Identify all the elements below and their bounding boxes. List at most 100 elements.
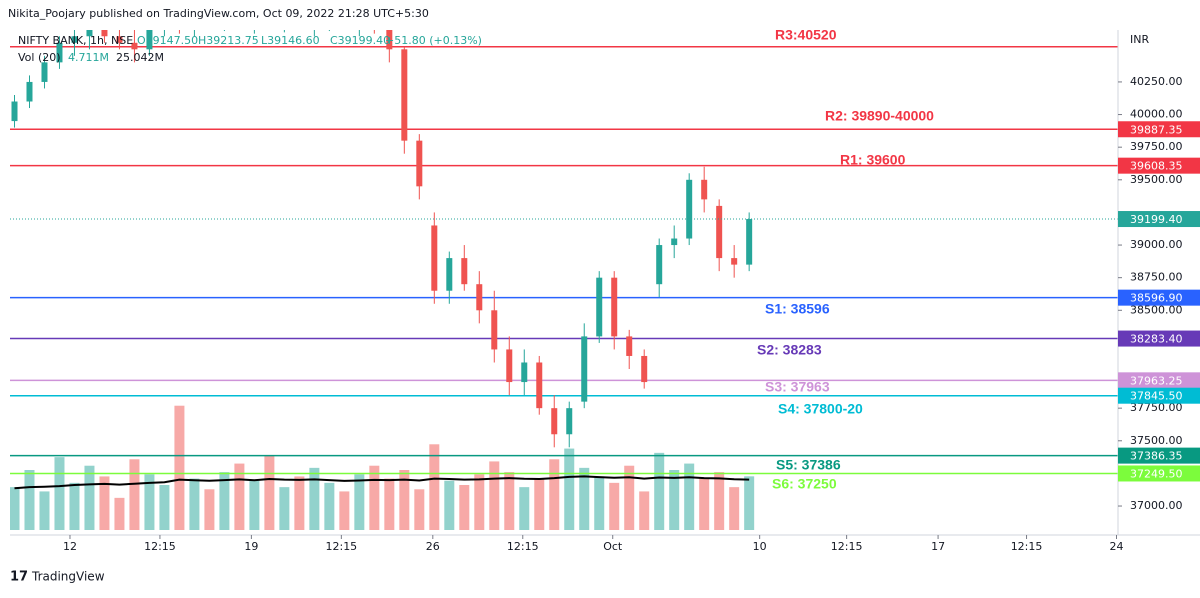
volume-bar bbox=[69, 482, 80, 530]
price-tag-label: 38596.90 bbox=[1130, 292, 1183, 305]
level-label: R1: 39600 bbox=[840, 152, 906, 168]
volume-bar bbox=[414, 489, 425, 530]
x-tick-label: 19 bbox=[244, 540, 258, 553]
volume-bar bbox=[99, 476, 110, 530]
price-tag bbox=[1118, 157, 1200, 174]
volume-bar bbox=[264, 455, 275, 530]
level-label: S3: 37963 bbox=[765, 379, 830, 395]
candle-body bbox=[56, 42, 63, 63]
candle-body bbox=[491, 310, 498, 350]
volume-bar bbox=[504, 472, 515, 530]
volume-bar bbox=[684, 463, 695, 530]
volume-bar bbox=[624, 465, 635, 530]
volume-ma-value: 4.711M bbox=[68, 51, 109, 64]
level-label: S6: 37250 bbox=[772, 476, 837, 492]
brand: TradingView bbox=[31, 570, 105, 584]
candle-body bbox=[596, 277, 603, 337]
logo-mark: 𝟭𝟳 bbox=[10, 570, 28, 585]
x-tick-label: 24 bbox=[1110, 540, 1124, 553]
volume-bar bbox=[309, 467, 320, 530]
candle-body bbox=[11, 101, 18, 122]
volume-bar bbox=[654, 452, 665, 530]
price-tag bbox=[1118, 372, 1200, 389]
volume-bar bbox=[339, 491, 350, 530]
candle-body bbox=[611, 277, 618, 337]
volume-bar bbox=[474, 474, 485, 530]
legend-change: +51.80 (+0.13%) bbox=[385, 34, 482, 47]
volume-bar bbox=[174, 405, 185, 530]
volume-bar bbox=[129, 459, 140, 530]
candle-body bbox=[71, 36, 78, 43]
price-tag-label: 37963.25 bbox=[1130, 374, 1183, 387]
candle-body bbox=[551, 408, 558, 435]
volume-bar bbox=[744, 476, 755, 530]
candle-body bbox=[536, 362, 543, 409]
volume-bar bbox=[609, 482, 620, 530]
volume-bar bbox=[429, 444, 440, 530]
price-tag-label: 39199.40 bbox=[1130, 213, 1183, 226]
price-tag bbox=[1118, 387, 1200, 404]
candle-body bbox=[641, 355, 648, 383]
candle-body bbox=[116, 36, 123, 43]
legend-open: O39147.50 bbox=[137, 34, 198, 47]
x-tick-label: 12:15 bbox=[831, 540, 863, 553]
volume-bar bbox=[354, 474, 365, 530]
volume-ma-line bbox=[14, 475, 750, 490]
volume-bar bbox=[714, 472, 725, 530]
candle-body bbox=[386, 30, 393, 50]
price-tag-label: 39887.35 bbox=[1130, 123, 1183, 136]
y-tick-label: 39750.00 bbox=[1130, 140, 1183, 153]
volume-bar bbox=[279, 487, 290, 530]
candle-body bbox=[506, 349, 513, 383]
price-tag-label: 38283.40 bbox=[1130, 333, 1183, 346]
volume-bar bbox=[369, 465, 380, 530]
candle-body bbox=[671, 238, 678, 246]
volume-bar bbox=[639, 491, 650, 530]
price-tag bbox=[1118, 211, 1200, 228]
level-label: R2: 39890-40000 bbox=[825, 108, 934, 124]
symbol: NIFTY BANK, 1h, NSE bbox=[18, 34, 133, 47]
legend-high: H39213.75 bbox=[198, 34, 259, 47]
y-tick-label: 39500.00 bbox=[1130, 173, 1183, 186]
candle-body bbox=[566, 408, 573, 435]
candle-body bbox=[86, 30, 93, 37]
candle-body bbox=[686, 179, 693, 239]
candle-body bbox=[581, 336, 588, 402]
y-tick-label: 40000.00 bbox=[1130, 108, 1183, 121]
volume-bar bbox=[39, 491, 50, 530]
y-tick-label: 37500.00 bbox=[1130, 434, 1183, 447]
volume-label: Vol (20) bbox=[18, 51, 61, 64]
volume-bar bbox=[729, 487, 740, 530]
volume-bar bbox=[519, 487, 530, 530]
candle-body bbox=[461, 258, 468, 285]
volume-bar bbox=[144, 474, 155, 530]
volume-bar bbox=[324, 482, 335, 530]
y-tick-label: 39000.00 bbox=[1130, 238, 1183, 251]
candle-body bbox=[431, 225, 438, 291]
volume-bar bbox=[579, 467, 590, 530]
x-tick-label: 12:15 bbox=[144, 540, 176, 553]
candle-body bbox=[146, 30, 153, 50]
volume-bar bbox=[234, 463, 245, 530]
volume-bar bbox=[54, 457, 65, 530]
price-tag bbox=[1118, 465, 1200, 482]
volume-bar bbox=[444, 480, 455, 530]
x-tick-label: Oct bbox=[603, 540, 623, 553]
axes: 40250.00 40000.00 39750.00 39500.00 39000.00… bbox=[63, 75, 1183, 553]
y-tick-label: 38750.00 bbox=[1130, 271, 1183, 284]
candle-body bbox=[101, 30, 108, 37]
candle-body bbox=[401, 49, 408, 141]
volume-bar bbox=[10, 487, 20, 530]
price-tag-label: 39608.35 bbox=[1130, 160, 1183, 173]
price-tag bbox=[1118, 289, 1200, 306]
volume-bar bbox=[189, 478, 200, 530]
volume-bar bbox=[669, 470, 680, 530]
volume-bar bbox=[294, 476, 305, 530]
volume-bar bbox=[459, 485, 470, 530]
candle-body bbox=[626, 336, 633, 356]
legend-close: C39199.40 bbox=[330, 34, 390, 47]
volume-bar bbox=[204, 489, 215, 530]
x-tick-label: 10 bbox=[753, 540, 767, 553]
candle-body bbox=[476, 284, 483, 311]
price-tag-label: 37249.50 bbox=[1130, 467, 1183, 480]
